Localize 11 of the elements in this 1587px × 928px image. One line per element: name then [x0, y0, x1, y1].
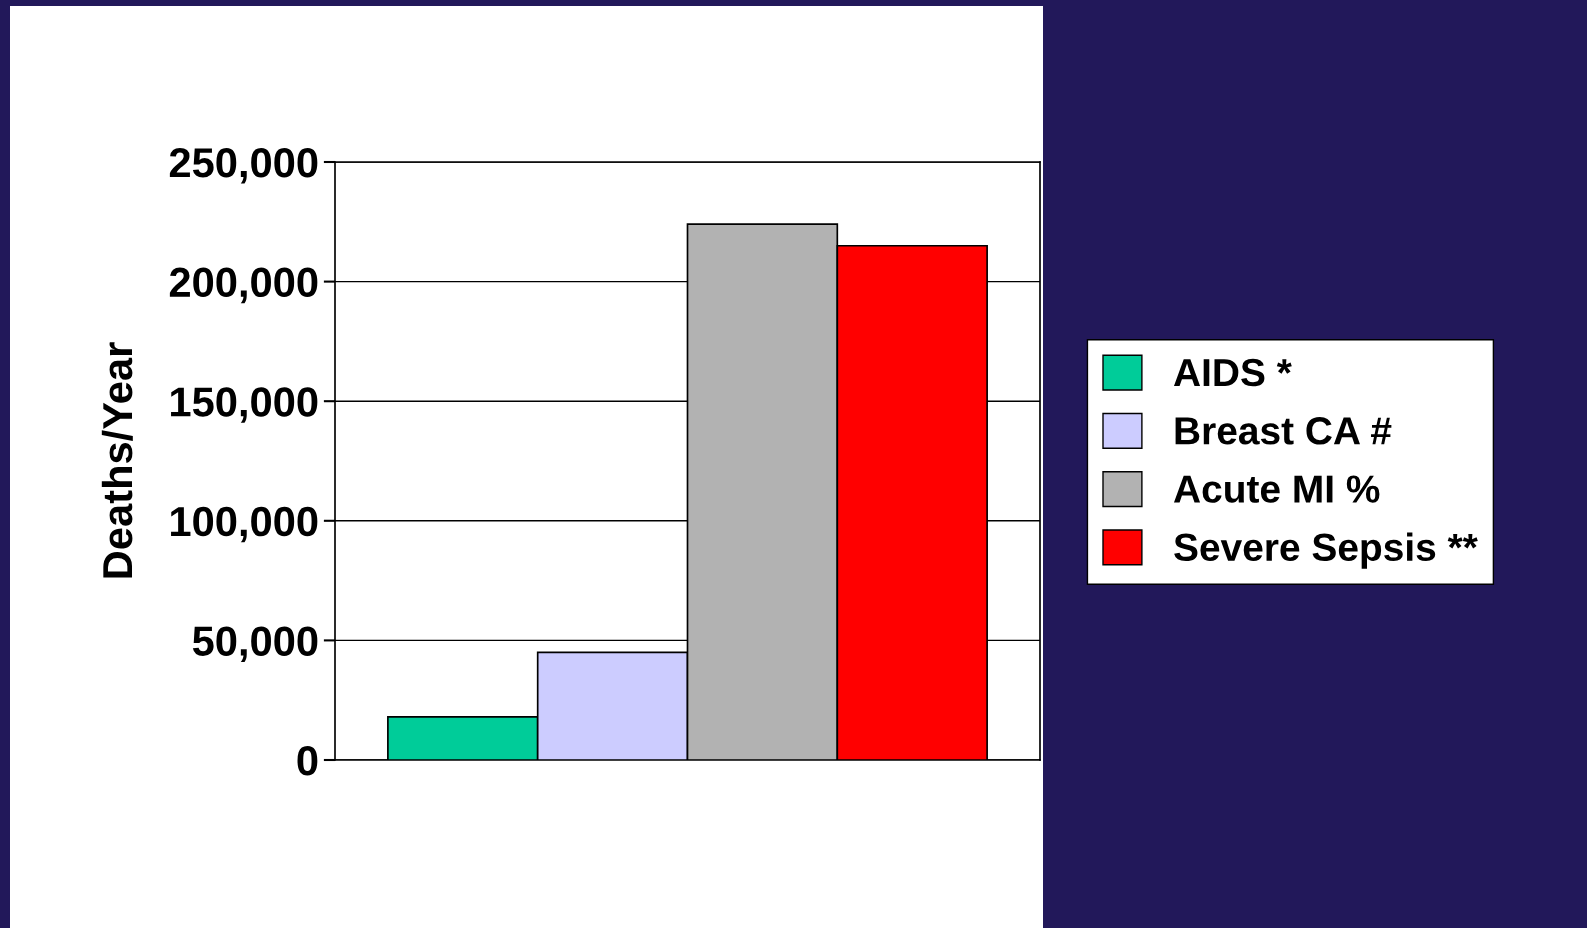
- y-tick-label: 200,000: [169, 267, 318, 304]
- legend-label: Acute MI %: [1173, 475, 1380, 503]
- y-tick-label: 150,000: [171, 387, 318, 423]
- legend-label: Severe Sepsis **: [1174, 532, 1478, 569]
- y-tick-label: 250,000: [169, 148, 318, 184]
- y-axis-title: Deaths/Year: [101, 342, 133, 578]
- y-tick-label: 0: [297, 746, 318, 776]
- y-tick-label: 50,000: [192, 626, 318, 662]
- legend-label: AIDS *: [1173, 358, 1292, 387]
- y-tick-label: 100,000: [171, 506, 318, 543]
- legend-label: Breast CA #: [1175, 417, 1392, 445]
